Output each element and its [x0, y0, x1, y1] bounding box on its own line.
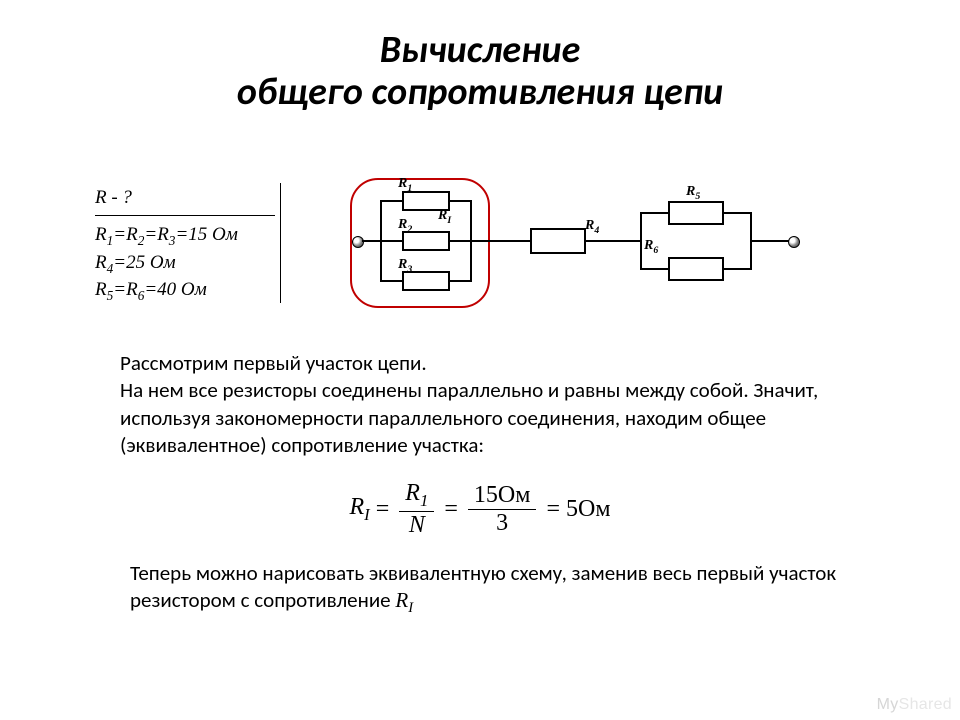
sym: R: [95, 224, 107, 245]
formula-rhs: 5Ом: [566, 496, 611, 522]
wire: [380, 240, 402, 242]
sub: 5: [695, 191, 700, 202]
label-r6: R6: [644, 238, 658, 256]
sym: R: [349, 494, 364, 520]
watermark: MyShared: [877, 696, 952, 714]
sub: 6: [653, 245, 658, 256]
title-line2: общего сопротивления цепи: [237, 69, 723, 115]
sym: R: [686, 184, 695, 199]
eq: =: [113, 224, 126, 245]
label-r2: R2: [398, 217, 412, 235]
paragraph-1: Рассмотрим первый участок цепи. На нем в…: [120, 350, 890, 459]
sub: 2: [407, 224, 412, 235]
given-question: R - ?: [95, 185, 275, 216]
terminal-right: [788, 236, 800, 248]
val: =25 Ом: [113, 252, 175, 273]
eq: =: [376, 496, 396, 522]
sym: R: [398, 257, 407, 272]
label-r4: R4: [585, 218, 599, 236]
sym: R: [395, 588, 408, 612]
wire: [470, 240, 530, 242]
formula-ri: RI = R1 N = 15Ом 3 = 5Ом: [0, 480, 960, 539]
label-r5: R5: [686, 184, 700, 202]
den: 3: [468, 510, 537, 537]
resistor-r4: [530, 228, 586, 254]
terminal-left: [352, 236, 364, 248]
sym: R: [438, 208, 447, 223]
given-line-1: R1=R2=R3=15 Ом: [95, 222, 275, 250]
resistor-r5: [668, 201, 724, 225]
wire: [724, 212, 752, 214]
given-line-3: R5=R6=40 Ом: [95, 277, 275, 305]
fraction-2: 15Ом 3: [468, 482, 537, 537]
fraction-1: R1 N: [399, 480, 434, 539]
num: 15Ом: [468, 482, 537, 510]
sym: R: [157, 224, 169, 245]
title-line1: Вычисление: [380, 27, 580, 73]
sub: 3: [407, 264, 412, 275]
circuit-diagram: R1 R2 RI R3 R4 R5 R6: [330, 180, 860, 325]
label-r3: R3: [398, 257, 412, 275]
formula-lhs: RI: [349, 494, 375, 520]
val: =40 Ом: [144, 279, 206, 300]
wire: [640, 268, 668, 270]
sym: R: [644, 238, 653, 253]
wire: [750, 240, 790, 242]
slide-title: Вычисление общего сопротивления цепи: [0, 0, 960, 124]
watermark-text: Shared: [899, 696, 952, 713]
sub: 1: [420, 491, 428, 510]
sym: R: [398, 176, 407, 191]
label-ri: RI: [438, 208, 451, 226]
wire: [362, 240, 380, 242]
sub: I: [447, 215, 451, 226]
wire: [450, 200, 472, 202]
wire: [380, 280, 402, 282]
resistor-r6: [668, 257, 724, 281]
wire: [586, 240, 640, 242]
wire: [450, 240, 472, 242]
sub: 4: [594, 225, 599, 236]
sym: R: [126, 279, 138, 300]
den: N: [399, 512, 434, 539]
sym: R: [585, 218, 594, 233]
given-block: R - ? R1=R2=R3=15 Ом R4=25 Ом R5=R6=40 О…: [95, 185, 275, 305]
sub: 1: [407, 183, 412, 194]
wire: [380, 200, 402, 202]
label-r1: R1: [398, 176, 412, 194]
eq: =: [444, 496, 464, 522]
sub: I: [364, 505, 370, 524]
given-line-2: R4=25 Ом: [95, 250, 275, 278]
eq: =: [144, 224, 157, 245]
given-known: R1=R2=R3=15 Ом R4=25 Ом R5=R6=40 Ом: [95, 216, 275, 305]
paragraph-2: Теперь можно нарисовать эквивалентную сх…: [130, 560, 880, 619]
wire: [640, 212, 668, 214]
given-divider: [280, 183, 281, 303]
sym: R: [405, 480, 420, 506]
wire: [640, 212, 642, 270]
eq: =: [113, 279, 126, 300]
sub: I: [408, 600, 413, 616]
wire: [724, 268, 752, 270]
sym: R: [95, 252, 107, 273]
val: =15 Ом: [175, 224, 237, 245]
eq: =: [546, 496, 566, 522]
sym: R: [398, 217, 407, 232]
wire: [450, 280, 472, 282]
sym: R: [126, 224, 138, 245]
sym: R: [95, 279, 107, 300]
paragraph-2-text: Теперь можно нарисовать эквивалентную сх…: [130, 560, 836, 613]
